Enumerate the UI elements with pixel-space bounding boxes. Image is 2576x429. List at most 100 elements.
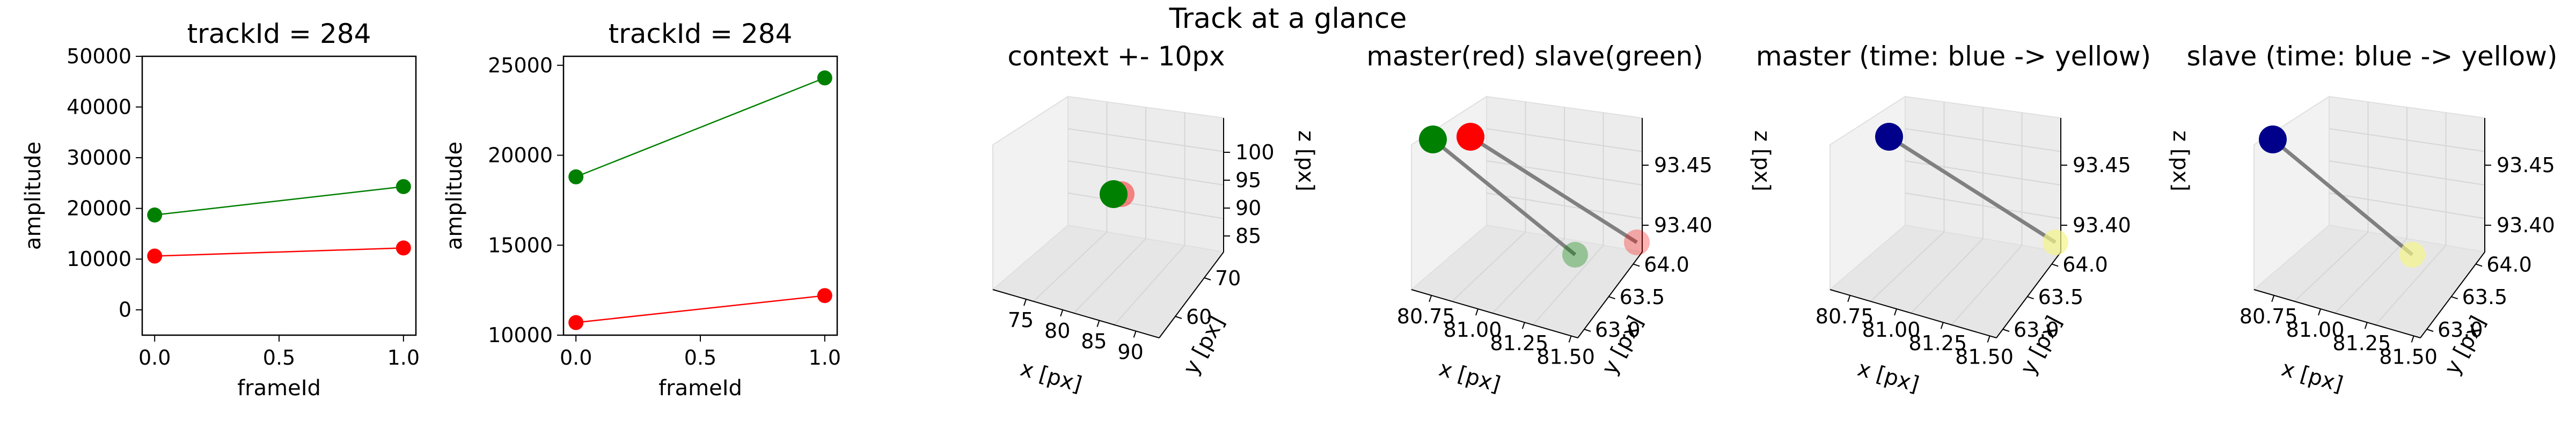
series-line [155, 186, 404, 216]
grid-line [1033, 231, 1108, 302]
chart-title: master(red) slave(green) [1366, 41, 1703, 72]
y-tick-label: 15000 [488, 233, 553, 257]
x-tick-label: 80 [1044, 319, 1070, 343]
y-tick-label: 60 [1186, 305, 1212, 329]
data-point [1624, 230, 1650, 255]
grid-line [1870, 231, 1945, 302]
x-tick-label: 81.00 [1862, 318, 1921, 342]
data-point [568, 315, 584, 330]
figure-suptitle: Track at a glance [1169, 3, 1407, 35]
x-tick [1847, 295, 1851, 302]
z-tick-label: 93.40 [2073, 213, 2131, 237]
y-tick-label: 63.5 [2038, 285, 2084, 309]
z-tick-label: 93.45 [1654, 153, 1713, 177]
y-tick-label: 64.0 [2486, 253, 2532, 276]
y-tick-label: 50000 [67, 45, 131, 68]
y-tick-label: 63.0 [2438, 318, 2483, 342]
y-axis-edge [1577, 252, 1643, 338]
x-tick-label: 75 [1008, 308, 1034, 332]
data-point [2043, 230, 2068, 255]
z-axis-label: z [px] [1750, 130, 1774, 191]
z-tick-label: 93.40 [1654, 213, 1713, 237]
x-axis-label: x [px] [1018, 356, 1085, 397]
x-tick [1023, 299, 1027, 306]
x-tick [2411, 336, 2414, 343]
y-tick-label: 63.0 [1595, 318, 1641, 342]
grid-line [1067, 193, 1224, 219]
x-tick [2271, 295, 2275, 302]
x-axis-label: x [px] [1855, 356, 1922, 397]
x-tick-label: 80.75 [1816, 305, 1874, 328]
grid-line [1073, 238, 1146, 314]
data-point [568, 169, 584, 184]
x-axis-edge [1829, 289, 1997, 338]
scatter3d-chart-4: slave (time: blue -> yellow)80.7581.0081… [2187, 41, 2558, 397]
y-tick [2426, 329, 2434, 332]
data-point [1562, 242, 1588, 268]
y-tick [1608, 296, 1615, 300]
x-tick-label: 0.5 [263, 346, 295, 369]
x-tick [2364, 322, 2368, 329]
x-tick [1096, 320, 1100, 327]
x-axis-label: x [px] [1436, 356, 1503, 397]
data-point [817, 70, 832, 86]
y-tick [1584, 329, 1591, 332]
z-tick-label: 93.45 [2073, 153, 2131, 177]
scatter3d-chart-2: master(red) slave(green) 80.7581.0081.258… [1366, 41, 1774, 397]
grid-line [1067, 160, 1224, 186]
grid-line [1451, 231, 1526, 302]
data-point [1419, 125, 1447, 153]
scatter3d-chart-3: master (time: blue -> yellow)80.7581.008… [1756, 41, 2193, 397]
grid-line [1905, 193, 2061, 219]
line-chart-2: trackId = 284 0.0 0.5 1.0 10000 15000 20000 250… [442, 18, 841, 401]
y-tick-label: 63.0 [2014, 318, 2059, 342]
y-tick [1204, 277, 1211, 280]
x-tick [1133, 331, 1137, 338]
x-tick-label: 81.50 [1536, 345, 1595, 368]
y-tick-label: 30000 [67, 146, 131, 169]
x-tick-label: 1.0 [387, 346, 420, 369]
x-tick-label: 81.00 [2286, 318, 2345, 342]
y-tick-label: 10000 [67, 247, 131, 271]
x-axis-label: frameId [658, 376, 742, 401]
x-axis-edge [2253, 289, 2421, 338]
grid-line [1486, 193, 1643, 219]
chart-title: context +- 10px [1007, 41, 1225, 72]
x-tick-label: 90 [1117, 340, 1143, 364]
y-tick-label: 63.5 [1620, 285, 1665, 309]
x-tick [1894, 308, 1897, 316]
grid-line [2329, 193, 2485, 219]
y-tick-label: 25000 [488, 54, 553, 77]
x-tick-label: 80.75 [2240, 305, 2298, 328]
z-axis-label: z [px] [1293, 130, 1318, 191]
data-point [2399, 242, 2425, 268]
data-point [396, 179, 411, 194]
y-tick-label: 70 [1215, 267, 1241, 290]
y-tick-label: 64.0 [2062, 253, 2108, 276]
grid-line [2294, 231, 2369, 302]
trajectory-line [2271, 138, 2414, 256]
trajectory-line [1888, 135, 2057, 244]
series-line [575, 77, 825, 177]
chart-title: master (time: blue -> yellow) [1756, 41, 2151, 72]
x-tick-label: 0.5 [684, 346, 716, 369]
grid-line [1950, 245, 2023, 327]
chart-title: trackId = 284 [187, 18, 371, 49]
grid-line [1491, 238, 1565, 314]
y-tick [2051, 263, 2059, 267]
line-chart-1: trackId = 284 0.0 0.5 1.0 0 10000 20000 30000 40… [21, 18, 420, 401]
x-axis-label: frameId [237, 376, 321, 401]
data-point [396, 240, 411, 256]
data-point [147, 248, 163, 264]
x-axis-label: x [px] [2279, 356, 2346, 397]
grid-line [1910, 238, 1984, 314]
x-tick-label: 81.50 [2379, 345, 2438, 368]
x-tick [1429, 295, 1432, 302]
y-axis-edge [1996, 252, 2061, 338]
y-axis-edge [2420, 252, 2485, 338]
x-tick-label: 0.0 [560, 346, 592, 369]
z-tick-label: 93.40 [2497, 213, 2555, 237]
y-tick-label: 63.5 [2462, 285, 2508, 309]
y-tick [2475, 263, 2483, 267]
